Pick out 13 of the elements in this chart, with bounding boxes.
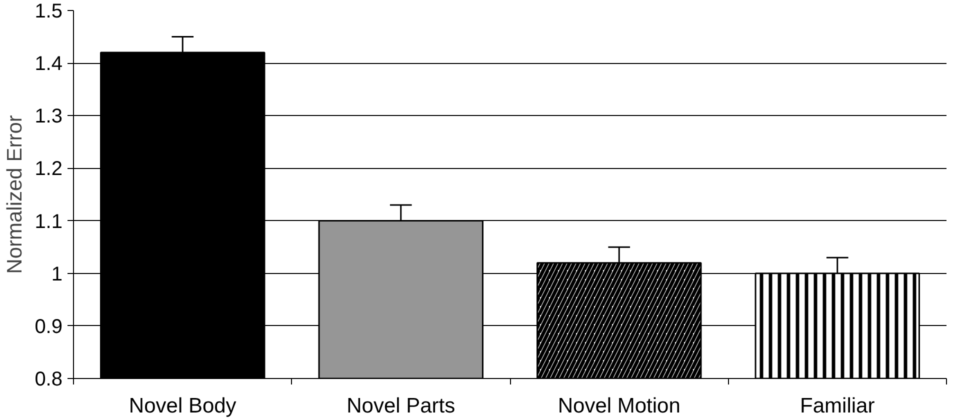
y-tick-label: 1 bbox=[51, 263, 62, 286]
y-tick-label: 1.4 bbox=[34, 53, 63, 76]
y-tick-label: 1.2 bbox=[34, 158, 63, 180]
y-tick-label: 0.8 bbox=[34, 368, 63, 390]
y-tick-label: 1.1 bbox=[34, 210, 63, 233]
x-tick-label: Novel Motion bbox=[558, 394, 680, 418]
y-axis-title: Normalized Error bbox=[4, 115, 27, 274]
y-tick-label: 1.5 bbox=[34, 0, 63, 22]
y-tick-label: 0.9 bbox=[34, 316, 63, 338]
x-tick-label: Novel Parts bbox=[346, 394, 456, 418]
x-tick-label: Novel Body bbox=[128, 394, 237, 418]
x-tick-label: Familiar bbox=[800, 394, 875, 418]
y-tick-label: 1.3 bbox=[34, 106, 63, 128]
